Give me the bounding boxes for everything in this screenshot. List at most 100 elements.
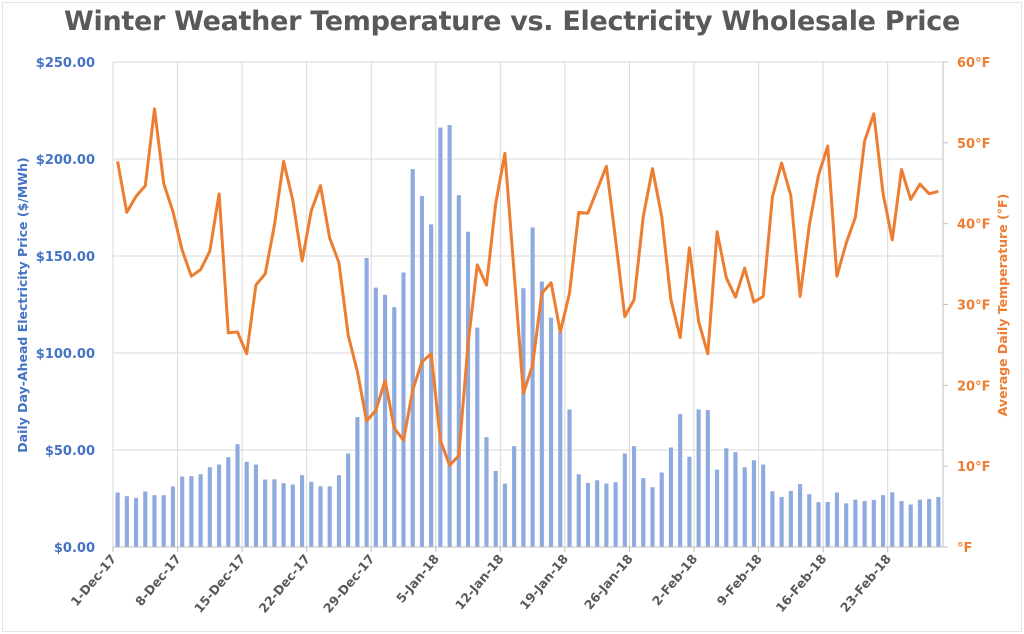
price-bar xyxy=(133,497,139,547)
price-bar xyxy=(844,503,849,547)
price-bar xyxy=(742,467,747,547)
price-bar xyxy=(336,475,342,547)
y2-tick-label: 30°F xyxy=(957,299,990,314)
price-bar xyxy=(502,483,508,547)
price-bar xyxy=(364,257,369,547)
price-bar xyxy=(318,486,323,547)
price-bar xyxy=(419,196,425,547)
price-bar xyxy=(788,490,793,547)
price-bar xyxy=(299,475,305,547)
x-tick-label: 12-Jan-18 xyxy=(452,551,507,612)
price-bar xyxy=(198,474,203,547)
price-bar xyxy=(539,281,544,547)
axes xyxy=(112,61,948,552)
price-bar xyxy=(309,481,314,547)
price-bar xyxy=(207,467,212,547)
price-bar xyxy=(576,474,581,547)
price-bar xyxy=(281,483,286,547)
price-bar xyxy=(724,448,729,547)
price-bar xyxy=(152,495,157,547)
price-bar xyxy=(429,224,434,548)
price-bar xyxy=(714,469,720,547)
price-bar xyxy=(687,456,692,547)
x-tick-label: 2-Feb-18 xyxy=(649,551,700,608)
price-bar xyxy=(401,272,406,547)
price-bar xyxy=(585,482,591,547)
price-bar xyxy=(327,486,332,547)
y-tick-label: $200.00 xyxy=(36,153,95,168)
price-bar xyxy=(263,479,268,547)
x-tick-label: 5-Jan-18 xyxy=(393,551,442,605)
price-bar xyxy=(530,227,535,547)
price-bar xyxy=(936,496,941,547)
y2-tick-label: 10°F xyxy=(957,460,990,475)
y2-tick-label: 20°F xyxy=(957,379,990,394)
price-bar xyxy=(880,495,886,547)
price-bar xyxy=(290,484,295,547)
price-bar xyxy=(346,453,351,547)
price-bar xyxy=(272,479,277,547)
price-bar xyxy=(521,288,526,547)
price-bar xyxy=(696,409,701,547)
x-tick-label: 1-Dec-17 xyxy=(67,551,119,609)
price-bar xyxy=(216,464,222,547)
x-tick-label: 22-Dec-17 xyxy=(256,551,313,615)
price-bar xyxy=(604,483,609,547)
price-bar xyxy=(438,127,443,548)
price-bar xyxy=(622,453,627,547)
price-bar xyxy=(124,496,129,547)
price-bar xyxy=(650,487,655,547)
price-bar xyxy=(927,498,932,547)
price-bar xyxy=(161,495,166,547)
price-bar xyxy=(613,482,618,547)
y2-tick-label: °F xyxy=(957,541,972,556)
price-bar xyxy=(170,486,176,547)
price-bar xyxy=(770,491,775,547)
price-bar xyxy=(512,446,517,547)
price-bar xyxy=(410,169,415,547)
price-bar xyxy=(631,446,637,547)
price-bar xyxy=(862,501,867,547)
price-bar xyxy=(143,491,148,547)
price-bar xyxy=(115,492,120,547)
price-bar xyxy=(373,287,378,547)
x-tick-label: 15-Dec-17 xyxy=(191,551,248,615)
x-tick-label: 29-Dec-17 xyxy=(320,551,377,615)
x-tick-label: 23-Feb-18 xyxy=(837,551,894,615)
temperature-series-line xyxy=(116,107,939,467)
price-bar xyxy=(853,499,858,547)
y-tick-label: $150.00 xyxy=(36,250,95,265)
price-bar xyxy=(834,492,840,547)
price-bar xyxy=(548,317,554,547)
y2-tick-label: 60°F xyxy=(957,56,990,71)
price-bar xyxy=(751,460,757,547)
price-bar xyxy=(253,464,259,547)
price-bar xyxy=(355,417,360,547)
price-bar xyxy=(779,496,784,547)
chart-title: Winter Weather Temperature vs. Electrici… xyxy=(64,6,960,37)
price-bar xyxy=(456,195,461,548)
price-bar xyxy=(475,327,480,547)
price-bar xyxy=(180,476,185,547)
x-tick-label: 26-Jan-18 xyxy=(581,551,636,612)
price-bar xyxy=(668,447,674,547)
price-bar xyxy=(465,231,471,547)
y-tick-label: $0.00 xyxy=(54,541,95,556)
price-bar xyxy=(447,125,452,548)
price-bar xyxy=(382,294,388,547)
price-bar xyxy=(235,444,240,547)
price-bar xyxy=(558,332,563,547)
price-bar xyxy=(678,414,683,547)
y-axis-title: Daily Day-Ahead Electricity Price ($/MWh… xyxy=(15,157,30,452)
y-tick-label: $100.00 xyxy=(36,347,95,362)
y2-tick-label: 50°F xyxy=(957,137,990,152)
price-bar xyxy=(567,409,572,547)
price-bar xyxy=(705,410,710,547)
x-tick-label: 19-Jan-18 xyxy=(517,551,572,612)
price-bar xyxy=(908,504,913,547)
price-bar xyxy=(899,501,904,547)
y-tick-label: $250.00 xyxy=(36,56,95,71)
price-bar xyxy=(733,452,738,547)
x-tick-label: 8-Dec-17 xyxy=(132,551,184,609)
